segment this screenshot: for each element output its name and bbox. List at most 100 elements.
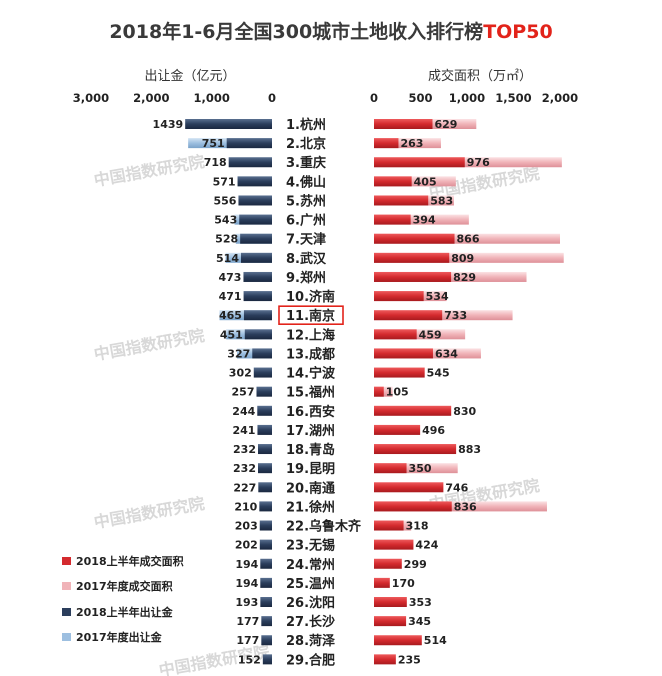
area-value-label: 394: [413, 214, 436, 227]
area-value-label: 353: [409, 596, 432, 609]
bar-2018-area: [374, 119, 433, 129]
city-label: 17.湖州: [286, 424, 335, 439]
city-label: 2.北京: [286, 136, 326, 152]
land-fee-value-label: 465: [219, 309, 242, 322]
bar-2018-land-fee: [262, 654, 272, 665]
bar-2018-land-fee: [258, 444, 272, 455]
left-tick-label: 3,000: [73, 91, 109, 105]
city-label: 25.温州: [286, 577, 335, 592]
land-fee-value-label: 241: [232, 424, 255, 437]
right-tick-label: 2,000: [542, 91, 578, 105]
bar-2017-area: [374, 138, 441, 149]
land-fee-value-label: 227: [233, 481, 256, 494]
chart-title-accent: TOP50: [483, 21, 552, 43]
bar-2018-land-fee: [258, 482, 272, 493]
left-axis-title: 出让金（亿元）: [144, 68, 235, 84]
city-label: 23.无锡: [286, 538, 335, 554]
legend-label: 2017年度出让金: [76, 630, 163, 644]
area-value-label: 299: [404, 558, 427, 571]
legend-swatch: [62, 608, 71, 616]
city-label: 20.南通: [286, 480, 335, 496]
watermark: 中国指数研究院: [92, 326, 206, 364]
land-fee-value-label: 543: [214, 214, 237, 227]
bar-2017-area: [374, 252, 564, 263]
bar-2018-area: [374, 463, 407, 474]
land-fee-value-label: 194: [235, 558, 258, 571]
land-fee-value-label: 327: [227, 347, 250, 360]
right-tick-label: 0: [370, 91, 378, 105]
bar-2018-land-fee: [226, 138, 272, 149]
land-fee-value-label: 203: [235, 520, 258, 533]
city-labels: 1.杭州 2.北京 3.重庆 4.佛山 5.苏州 6.广州 7.天津 8.武汉 9.郑州 10.济…: [278, 117, 362, 668]
bar-2018-area: [374, 616, 407, 627]
bar-2018-land-fee: [185, 119, 272, 129]
city-label: 29.合肥: [286, 652, 335, 668]
area-value-label: 830: [453, 405, 476, 418]
area-value-label: 883: [458, 443, 481, 456]
bar-2018-land-fee: [240, 233, 272, 244]
bar-2018-area: [374, 577, 390, 588]
bar-2018-land-fee: [244, 329, 272, 340]
bar-2018-land-fee: [261, 616, 272, 627]
bar-2017-area: [374, 463, 458, 474]
land-fee-value-label: 193: [235, 596, 258, 609]
city-label: 3.重庆: [286, 155, 326, 171]
watermark: 中国指数研究院: [92, 152, 206, 190]
bar-2018-area: [374, 597, 407, 607]
bar-2018-area: [374, 635, 422, 646]
bar-2018-area: [374, 214, 411, 225]
area-value-label: 809: [451, 252, 474, 265]
city-label: 9.郑州: [286, 270, 326, 286]
area-value-label: 350: [409, 462, 432, 475]
area-value-label: 634: [435, 347, 458, 360]
bar-2018-land-fee: [260, 558, 272, 569]
land-fee-value-label: 257: [232, 386, 255, 399]
area-value-label: 405: [414, 175, 437, 188]
area-value-label: 318: [406, 520, 429, 533]
city-label: 4.佛山: [286, 174, 326, 190]
bar-2018-area: [374, 310, 443, 321]
legend-label: 2017年度成交面积: [76, 579, 173, 593]
bar-2018-land-fee: [260, 577, 272, 588]
legend-swatch: [62, 557, 71, 565]
city-label: 12.上海: [286, 327, 335, 343]
legend-label: 2018上半年出让金: [76, 605, 174, 619]
bar-2018-area: [374, 444, 457, 455]
bar-2018-land-fee: [259, 539, 272, 550]
bar-2017-area: [374, 157, 562, 168]
city-label: 11.南京: [286, 308, 335, 324]
city-label: 24.常州: [286, 557, 335, 573]
area-value-label: 235: [398, 653, 421, 666]
bar-2018-land-fee: [257, 405, 272, 416]
bar-2017-area: [374, 310, 513, 321]
city-label: 15.福州: [286, 385, 335, 401]
chart-title: 2018年1-6月全国300城市土地收入排行榜TOP50: [109, 20, 552, 43]
bar-2018-area: [374, 367, 425, 378]
right-tick-label: 1,500: [495, 91, 531, 105]
bar-2018-area: [374, 520, 404, 531]
land-fee-value-label: 232: [233, 462, 256, 475]
bar-2018-area: [374, 558, 402, 569]
bar-2018-land-fee: [257, 424, 272, 435]
bar-2018-land-fee: [252, 348, 272, 359]
land-fee-value-label: 177: [236, 634, 259, 647]
land-fee-value-label: 471: [219, 290, 242, 303]
city-label: 26.沈阳: [286, 595, 335, 611]
bar-2018-land-fee: [258, 463, 272, 474]
bar-2018-land-fee: [243, 291, 272, 302]
right-tick-label: 500: [408, 91, 432, 105]
land-fee-value-label: 194: [235, 577, 258, 590]
area-value-label: 105: [386, 386, 409, 399]
bar-2018-area: [374, 329, 417, 340]
bar-2018-land-fee: [261, 635, 272, 646]
bar-2018-area: [374, 654, 396, 665]
right-axis-ticks: 0 500 1,000 1,500 2,000: [370, 91, 578, 105]
bar-2017-area: [374, 176, 456, 187]
bar-2017-area: [374, 501, 547, 512]
right-tick-label: 1,000: [449, 91, 485, 105]
city-label: 5.苏州: [286, 193, 326, 209]
city-label: 10.济南: [286, 289, 335, 305]
land-fee-value-label: 528: [215, 233, 238, 246]
land-fee-value-label: 302: [229, 367, 252, 380]
city-label: 21.徐州: [286, 499, 335, 515]
